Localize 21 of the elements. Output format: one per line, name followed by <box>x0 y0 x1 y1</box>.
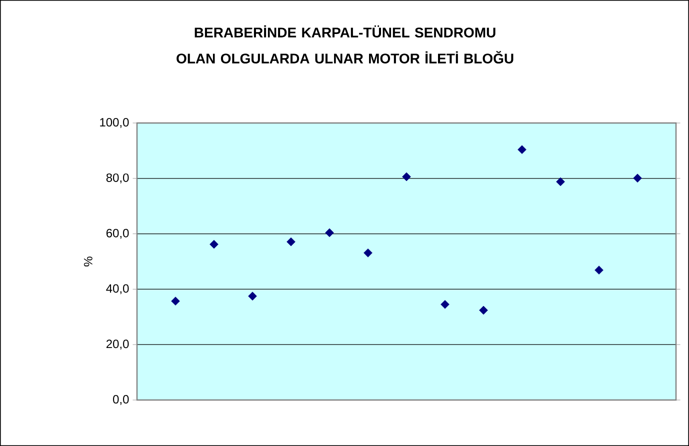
point <box>286 237 296 246</box>
point <box>440 300 450 309</box>
y-tick-label: 80,0 <box>106 173 129 184</box>
point <box>479 306 488 315</box>
point <box>364 248 372 258</box>
point <box>518 145 526 154</box>
point <box>556 177 565 186</box>
point <box>210 240 218 249</box>
y-tick-label: 100,0 <box>100 118 129 128</box>
chart-title: BERABERİNDE KARPAL-TÜNEL SENDROMU OLAN OLGULARDA ULNAR MOTOR İLETİ BLOĞU <box>176 25 514 64</box>
point <box>402 172 411 182</box>
y-tick-label: 60,0 <box>106 228 129 239</box>
point <box>633 174 642 183</box>
point <box>171 296 180 306</box>
y-tick-label: 40,0 <box>106 284 129 294</box>
y-tick-label: 20,0 <box>106 340 129 350</box>
y-axis-title: % <box>84 256 92 266</box>
point <box>325 228 334 238</box>
point <box>594 266 604 274</box>
y-tick-label: 0,0 <box>113 395 129 405</box>
point <box>248 292 257 301</box>
